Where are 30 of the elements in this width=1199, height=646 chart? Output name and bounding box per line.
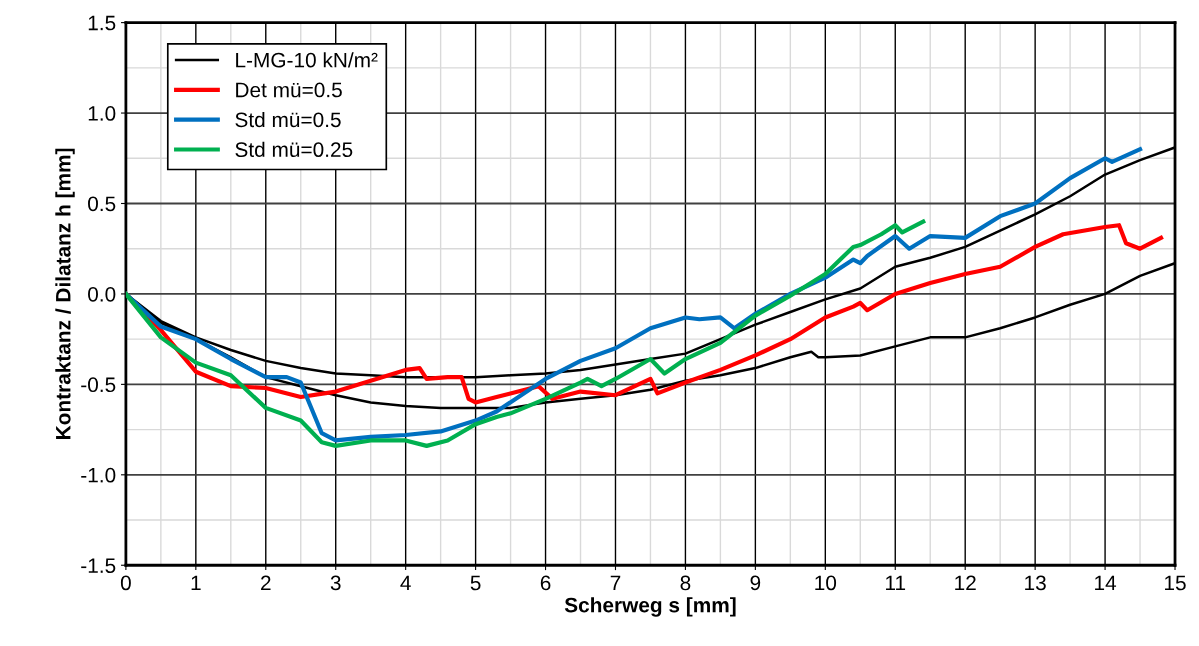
x-tick-label: 5: [470, 575, 481, 591]
x-axis-title: Scherweg s [mm]: [564, 597, 736, 617]
x-tick-label: 10: [815, 575, 837, 591]
y-tick-label: 0.5: [88, 196, 116, 212]
x-tick-label: 13: [1025, 575, 1046, 591]
x-tick-label: 12: [955, 575, 976, 591]
y-tick-label: 1.5: [88, 15, 116, 31]
y-tick-label: -1.5: [81, 558, 116, 573]
y-tick-label: 0.0: [88, 286, 116, 302]
legend-label: Std mü=0.25: [235, 141, 353, 158]
x-tick-label: 4: [400, 575, 411, 591]
x-tick-label: 6: [540, 575, 551, 591]
y-axis-title: Kontraktanz / Dilatanz h [mm]: [55, 148, 75, 439]
y-tick-label: -0.5: [81, 377, 116, 393]
x-tick-label: 1: [191, 575, 201, 591]
x-tick-label: 11: [886, 575, 906, 591]
legend-label: L-MG-10 kN/m²: [236, 52, 378, 68]
x-tick-label: 8: [680, 575, 691, 591]
x-tick-label: 14: [1095, 575, 1117, 591]
x-tick-label: 0: [120, 575, 131, 591]
y-tick-label: 1.0: [88, 106, 116, 121]
legend-label: Det mü=0.5: [236, 82, 342, 98]
line-series: [125, 219, 926, 448]
legend-label: Std mü=0.5: [235, 111, 341, 128]
x-tick-label: 15: [1165, 575, 1186, 591]
y-tick-label: -1.0: [81, 467, 116, 483]
x-tick-label: 2: [261, 575, 271, 591]
x-tick-label: 3: [330, 575, 341, 591]
x-tick-label: 7: [610, 575, 621, 591]
x-tick-label: 9: [750, 575, 761, 591]
